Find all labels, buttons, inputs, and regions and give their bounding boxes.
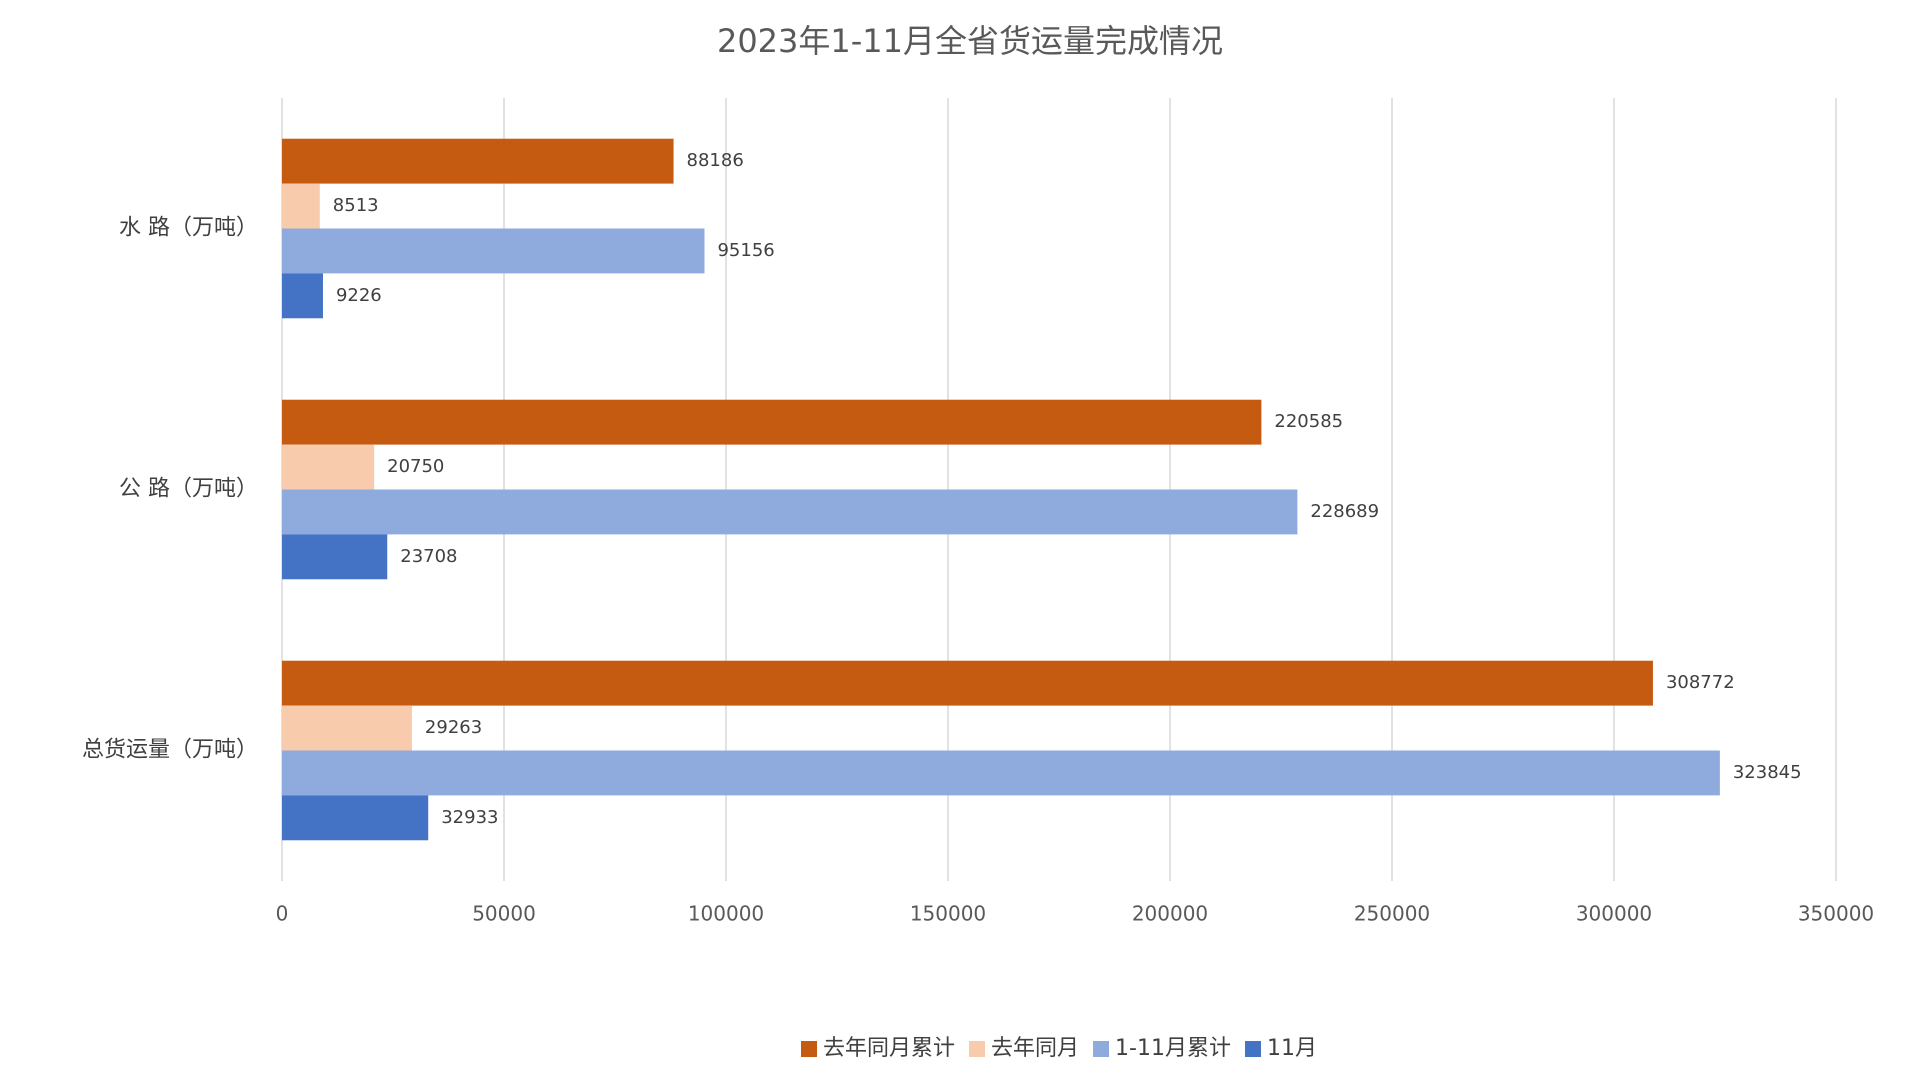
bar: [282, 228, 705, 274]
x-tick-label: 300000: [1576, 902, 1652, 926]
x-tick-label: 350000: [1798, 902, 1874, 926]
bar: [282, 444, 375, 490]
legend-label: 去年同月: [991, 1036, 1079, 1061]
data-label: 308772: [1666, 672, 1735, 693]
data-label: 95156: [717, 240, 774, 261]
x-tick-label: 0: [276, 902, 289, 926]
y-tick-label: 总货运量（万吨）: [82, 738, 258, 763]
chart-title: 2023年1-11月全省货运量完成情况: [717, 22, 1223, 60]
data-label: 220585: [1274, 411, 1343, 432]
bar: [282, 750, 1720, 796]
bar: [282, 795, 429, 841]
legend-swatch: [1244, 1041, 1261, 1057]
y-tick-label: 公 路（万吨）: [119, 477, 258, 502]
x-tick-label: 200000: [1132, 902, 1208, 926]
data-label: 8513: [333, 195, 379, 216]
x-tick-label: 100000: [688, 902, 764, 926]
bar: [282, 183, 320, 229]
data-label: 9226: [336, 285, 382, 306]
legend-label: 11月: [1267, 1036, 1317, 1061]
bar: [282, 273, 323, 319]
y-tick-label: 水 路（万吨）: [119, 216, 258, 241]
x-tick-label: 250000: [1354, 902, 1430, 926]
x-tick-label: 50000: [472, 902, 536, 926]
legend-label: 去年同月累计: [823, 1036, 955, 1061]
legend-swatch: [1093, 1041, 1110, 1057]
bar: [282, 489, 1298, 535]
x-tick-label: 150000: [910, 902, 986, 926]
legend-label: 1-11月累计: [1115, 1036, 1231, 1061]
data-label: 23708: [400, 546, 457, 567]
bar: [282, 534, 388, 580]
data-label: 323845: [1733, 762, 1802, 783]
legend-swatch: [801, 1041, 818, 1057]
bar: [282, 399, 1262, 445]
bar: [282, 138, 674, 184]
data-label: 20750: [387, 456, 444, 477]
data-label: 32933: [441, 807, 498, 828]
bar: [282, 705, 412, 751]
legend-swatch: [969, 1041, 986, 1057]
bar: [282, 660, 1653, 706]
data-label: 29263: [425, 717, 482, 738]
data-label: 228689: [1310, 501, 1379, 522]
data-label: 88186: [687, 150, 744, 171]
